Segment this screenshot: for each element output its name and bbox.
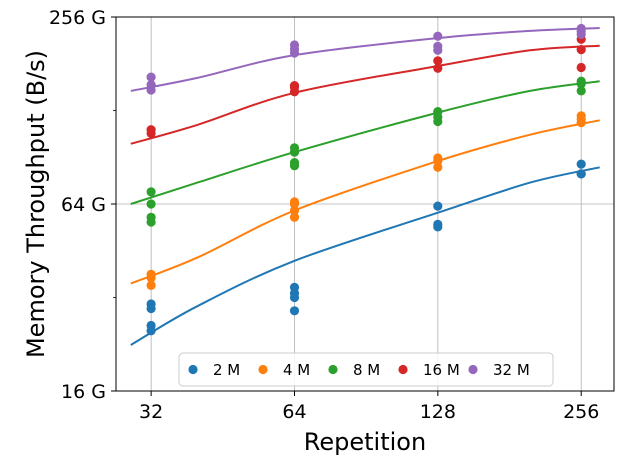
y-axis-title: Memory Throughput (B/s): [22, 50, 50, 358]
legend-box: [178, 352, 554, 387]
data-point-2m: [289, 306, 300, 316]
data-point-4m: [289, 212, 300, 222]
data-point-8m: [576, 79, 586, 89]
data-point-4m: [433, 156, 443, 166]
data-point-2m: [576, 169, 586, 179]
data-point-2m: [146, 326, 156, 336]
data-point-32m: [433, 31, 443, 41]
legend-marker-2m: [188, 364, 198, 375]
data-point-4m: [289, 205, 300, 216]
x-tick-label: 64: [282, 401, 306, 423]
data-point-8m: [433, 116, 443, 127]
data-point-4m: [433, 162, 443, 172]
data-point-32m: [146, 85, 156, 95]
data-point-16m: [146, 128, 156, 138]
y-tick-label: 64 G: [61, 194, 106, 216]
data-point-8m: [146, 199, 156, 209]
fit-curve-2m: [130, 166, 600, 346]
fit-curve-32m: [130, 27, 600, 92]
data-point-16m: [576, 62, 586, 73]
data-point-4m: [146, 280, 156, 290]
legend-label-2m: 2 M: [213, 361, 240, 379]
legend-label-4m: 4 M: [283, 361, 310, 379]
legend-label-32m: 32 M: [493, 361, 530, 379]
fit-curve-16m: [130, 44, 600, 145]
legend-marker-8m: [328, 364, 338, 375]
data-point-8m: [289, 147, 300, 157]
legend: 2 M 4 M 8 M 16 M 32 M: [178, 352, 554, 387]
legend-marker-16m: [398, 364, 408, 375]
data-point-8m: [576, 86, 586, 96]
fit-curve-8m: [130, 80, 600, 205]
data-point-16m: [576, 45, 586, 55]
data-point-2m: [433, 222, 443, 232]
data-point-4m: [146, 273, 156, 283]
data-point-32m: [576, 29, 586, 39]
data-point-8m: [146, 217, 156, 227]
legend-marker-4m: [258, 364, 268, 375]
y-tick-label: 16 G: [61, 381, 106, 403]
x-tick-label: 128: [420, 401, 456, 423]
x-tick-label: 32: [139, 401, 163, 423]
data-point-16m: [289, 87, 300, 97]
x-axis-title: Repetition: [304, 428, 426, 456]
legend-label-8m: 8 M: [353, 361, 380, 379]
y-tick-label: 256 G: [49, 7, 106, 29]
x-tick-label: 256: [563, 401, 599, 423]
fit-curve-4m: [130, 119, 600, 285]
grid-lines: [116, 16, 614, 392]
data-points: [146, 23, 586, 336]
data-point-2m: [576, 159, 586, 169]
data-point-32m: [289, 48, 300, 58]
data-point-4m: [289, 199, 300, 209]
data-point-4m: [576, 118, 586, 128]
legend-marker-32m: [468, 364, 478, 375]
axis-ticks: 32 64 128 256 16 G 64 G 256 G: [49, 7, 599, 423]
data-point-8m: [146, 187, 156, 197]
data-point-16m: [433, 63, 443, 73]
data-point-2m: [146, 303, 156, 314]
legend-label-16m: 16 M: [423, 361, 460, 379]
data-point-2m: [289, 292, 300, 303]
data-point-32m: [433, 45, 443, 55]
fit-curves: [130, 27, 600, 346]
data-point-16m: [433, 56, 443, 66]
data-point-8m: [289, 161, 300, 171]
data-point-2m: [433, 201, 443, 211]
data-point-32m: [146, 72, 156, 82]
